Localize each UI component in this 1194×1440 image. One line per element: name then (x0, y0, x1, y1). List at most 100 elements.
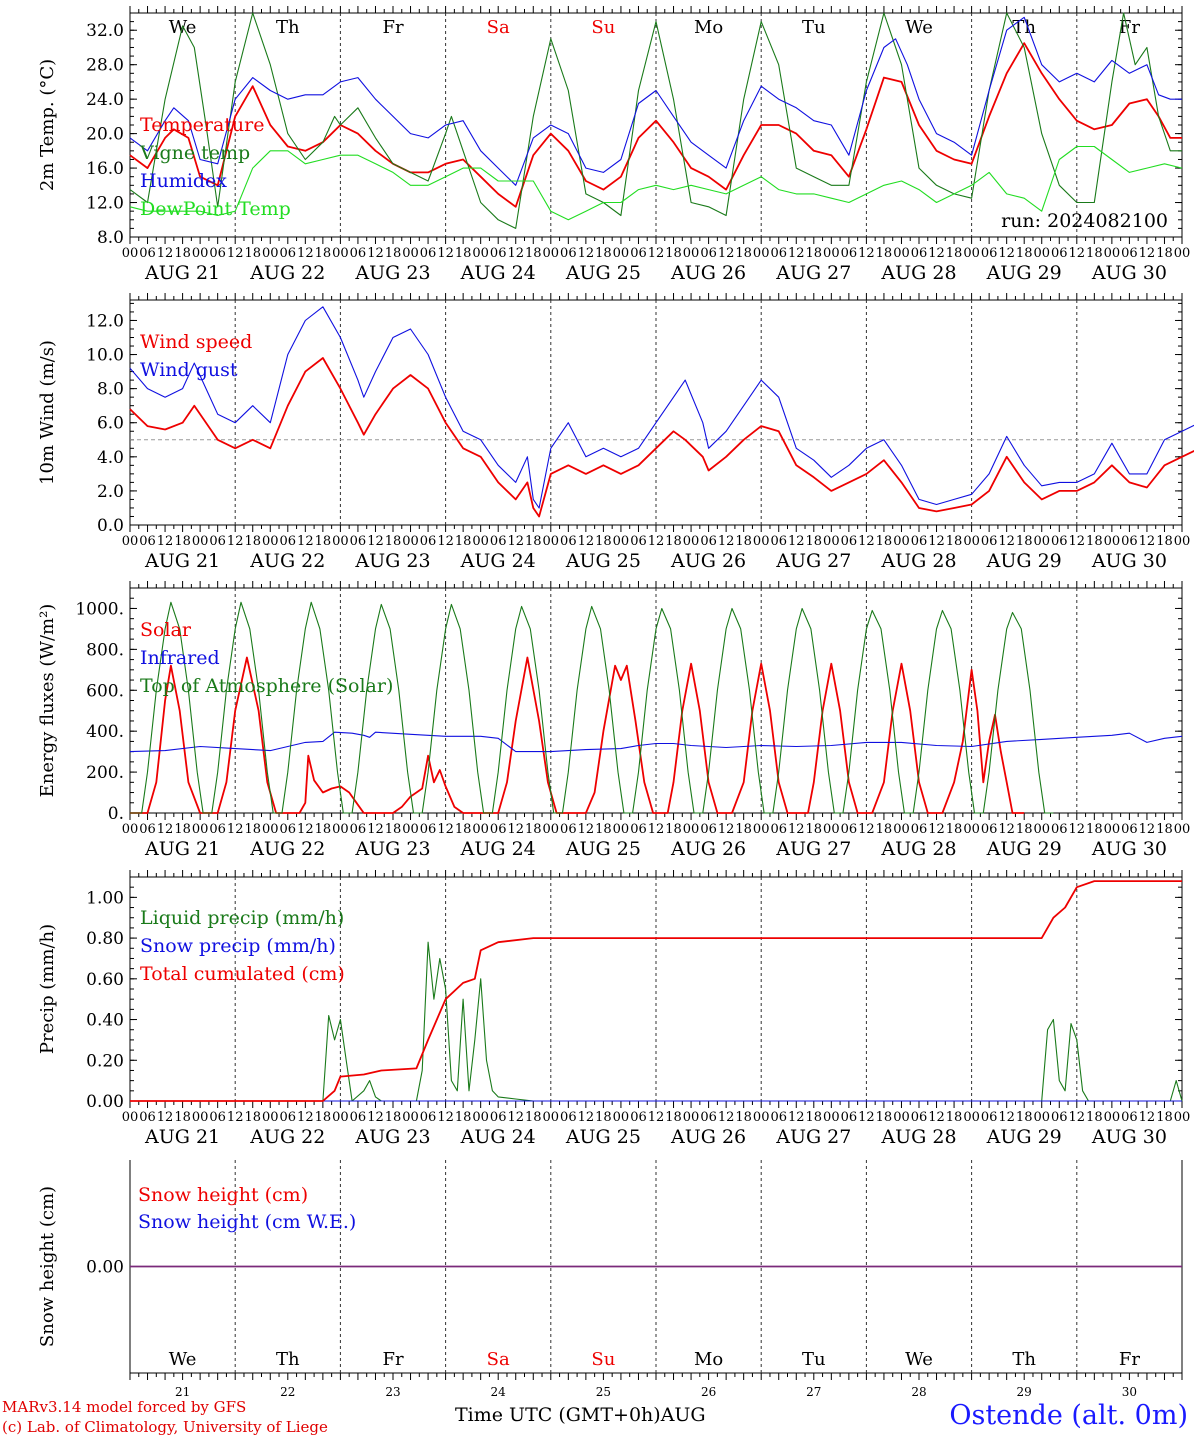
legend-entry: Liquid precip (mm/h) (140, 907, 344, 929)
hour-tick-label: 12 (507, 246, 524, 261)
date-label: AUG 27 (775, 262, 851, 284)
hour-tick-label: 18 (315, 1110, 332, 1125)
hour-tick-label: 06 (209, 534, 226, 549)
hour-tick-label: 06 (490, 822, 507, 837)
hour-tick-label: 12 (437, 534, 454, 549)
day-number-label: 23 (385, 1385, 400, 1399)
hour-tick-label: 00 (683, 822, 700, 837)
y-tick-label: 10.0 (86, 346, 124, 366)
hour-tick-label: 18 (385, 246, 402, 261)
series-line-vigne-temp (129, 12, 1182, 229)
hour-tick-label: 00 (262, 1110, 279, 1125)
hour-tick-label: 18 (1086, 534, 1103, 549)
hour-tick-label: 00 (122, 1110, 139, 1125)
hour-tick-label: 12 (227, 1110, 244, 1125)
y-tick-label: 12.0 (86, 311, 124, 331)
hour-tick-label: 12 (998, 534, 1015, 549)
hour-tick-label: 06 (981, 534, 998, 549)
hour-tick-label: 18 (1086, 822, 1103, 837)
hour-tick-label: 00 (192, 822, 209, 837)
hour-tick-label: 18 (244, 1110, 261, 1125)
hour-tick-label: 18 (735, 1110, 752, 1125)
hour-tick-label: 06 (350, 822, 367, 837)
hour-tick-label: 18 (525, 822, 542, 837)
hour-tick-label: 06 (630, 246, 647, 261)
hour-tick-label: 06 (841, 246, 858, 261)
y-tick-label: 8.0 (97, 380, 124, 400)
hour-tick-label: 18 (244, 534, 261, 549)
weekday-label: Th (1012, 1349, 1036, 1370)
hour-tick-label: 06 (770, 246, 787, 261)
hour-tick-label: 18 (665, 534, 682, 549)
day-number-label: 21 (175, 1385, 190, 1399)
y-tick-label: 20.0 (86, 125, 124, 145)
series-line-wind-gust (129, 306, 1194, 509)
hour-tick-label: 00 (122, 534, 139, 549)
hour-tick-label: 06 (420, 822, 437, 837)
y-tick-label: 0.00 (86, 1092, 124, 1112)
hour-tick-label: 18 (1086, 1110, 1103, 1125)
weekday-label: Fr (1119, 17, 1140, 38)
hour-tick-label: 06 (350, 1110, 367, 1125)
series-line-liquid-precip-mm-h- (130, 941, 1183, 1102)
y-tick-label: 400. (86, 722, 124, 742)
hour-tick-label: 18 (174, 246, 191, 261)
panel-1: 00 06 12 18 00 06 12 18 00 06 12 18 00 06 12 18 00 06 12 18… (37, 6, 1190, 284)
date-label: AUG 27 (775, 1126, 851, 1148)
hour-tick-label: 18 (946, 534, 963, 549)
hour-tick-label: 06 (1051, 822, 1068, 837)
hour-tick-label: 00 (262, 246, 279, 261)
date-label: AUG 22 (249, 550, 325, 572)
hour-tick-label: 06 (841, 534, 858, 549)
hour-tick-label: 18 (1156, 246, 1173, 261)
series-line-temperature (129, 42, 1182, 208)
hour-tick-label: 00 (683, 1110, 700, 1125)
date-label: AUG 25 (565, 550, 641, 572)
hour-tick-label: 18 (525, 246, 542, 261)
legend-entry: Infrared (140, 647, 220, 669)
hour-tick-label: 18 (665, 822, 682, 837)
date-label: AUG 28 (880, 1126, 956, 1148)
hour-tick-label: 12 (998, 1110, 1015, 1125)
day-number-label: 22 (280, 1385, 295, 1399)
hour-tick-label: 12 (157, 822, 174, 837)
hour-tick-label: 18 (385, 1110, 402, 1125)
hour-tick-label: 12 (367, 534, 384, 549)
run-annotation: run: 2024082100 (1001, 210, 1168, 232)
hour-tick-label: 12 (998, 822, 1015, 837)
y-tick-label: 1000. (75, 599, 124, 619)
hour-tick-label: 00 (122, 246, 139, 261)
hour-tick-label: 18 (876, 246, 893, 261)
hour-tick-label: 00 (543, 822, 560, 837)
hour-tick-label: 06 (1121, 1110, 1138, 1125)
day-number-label: 25 (596, 1385, 611, 1399)
hour-tick-label: 12 (367, 822, 384, 837)
hour-tick-label: 00 (1174, 1110, 1191, 1125)
y-tick-label: 0.0 (97, 516, 124, 536)
hour-tick-label: 12 (928, 246, 945, 261)
hour-tick-label: 00 (1033, 822, 1050, 837)
hour-tick-label: 12 (928, 534, 945, 549)
hour-tick-label: 06 (560, 822, 577, 837)
hour-tick-label: 18 (595, 246, 612, 261)
hour-tick-label: 12 (928, 1110, 945, 1125)
month-label: AUG (660, 1404, 706, 1426)
hour-tick-label: 06 (1121, 534, 1138, 549)
date-label: AUG 26 (670, 550, 746, 572)
hour-tick-label: 18 (735, 246, 752, 261)
hour-tick-label: 00 (963, 822, 980, 837)
y-tick-label: 2.0 (97, 482, 124, 502)
y-tick-label: 24.0 (86, 90, 124, 110)
date-label: AUG 21 (144, 838, 220, 860)
hour-tick-label: 18 (946, 246, 963, 261)
hour-tick-label: 00 (192, 1110, 209, 1125)
hour-tick-label: 00 (683, 534, 700, 549)
hour-tick-label: 06 (1121, 822, 1138, 837)
hour-tick-label: 12 (367, 1110, 384, 1125)
y-tick-label: 0. (108, 804, 124, 824)
weekday-label: Th (1012, 17, 1036, 38)
hour-tick-label: 00 (1174, 246, 1191, 261)
model-credit: MARv3.14 model forced by GFS (2, 1398, 247, 1416)
date-label: AUG 29 (986, 1126, 1062, 1148)
hour-tick-label: 00 (192, 534, 209, 549)
